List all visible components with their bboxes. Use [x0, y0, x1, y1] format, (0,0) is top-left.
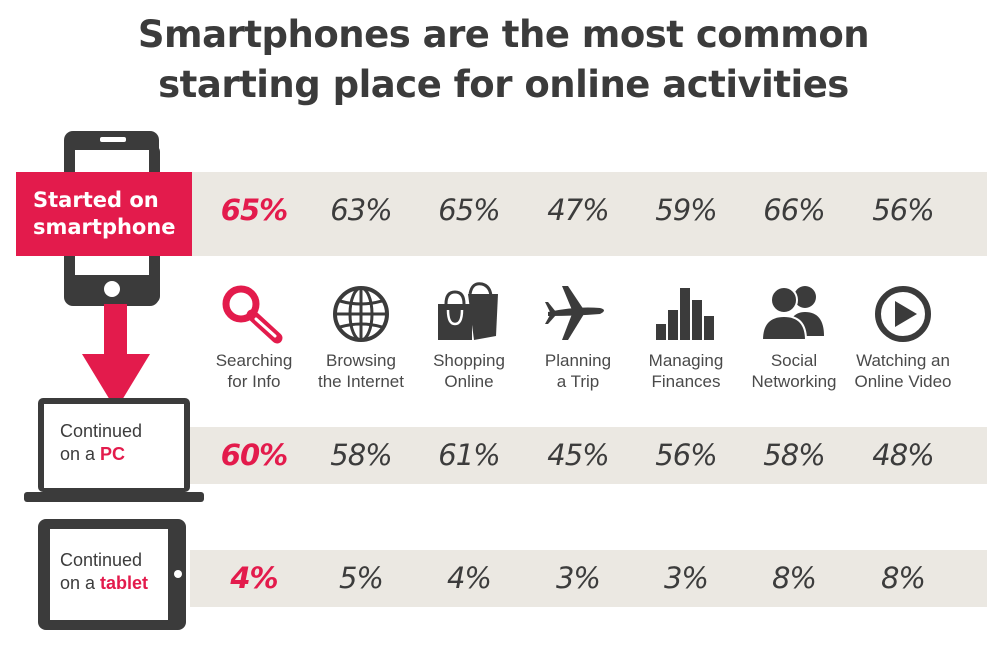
category-label: Social Networking: [729, 350, 859, 392]
people-icon: [760, 286, 824, 341]
value-cell: 4%: [230, 561, 278, 595]
value-cell: 58%: [763, 438, 825, 472]
value-cell: 45%: [547, 438, 609, 472]
value-cell: 65%: [438, 193, 500, 227]
category-label-line-1: Planning: [544, 351, 612, 370]
value-cell: 8%: [771, 561, 817, 595]
magnifier-icon: [222, 285, 283, 344]
category-label-line-2: Online Video: [854, 372, 952, 391]
value-cell: 56%: [872, 193, 934, 227]
category-label-line-2: the Internet: [317, 372, 404, 391]
category-label-line-2: Finances: [651, 372, 721, 391]
category-label: Managing Finances: [621, 350, 751, 392]
play-icon: [875, 286, 931, 342]
row-band-pc: [190, 427, 987, 484]
category-label-line-1: Watching an: [856, 351, 950, 370]
continued-on-pc-label: Continued on a PC: [60, 420, 142, 466]
category-label-line-1: Browsing: [326, 351, 396, 370]
value-cell: 3%: [663, 561, 709, 595]
value-cell: 5%: [338, 561, 384, 595]
smartphone-label-line-1: Started on: [33, 188, 159, 212]
value-cell: 66%: [763, 193, 825, 227]
down-arrow-icon: [82, 304, 150, 410]
tablet-label-line-2: on a tablet: [60, 573, 149, 593]
started-on-smartphone-label: Started on smartphone: [16, 172, 192, 256]
pc-label-line-2: on a PC: [60, 444, 126, 464]
category-label: Searching for Info: [189, 350, 319, 392]
category-label-line-1: Searching: [215, 351, 293, 370]
value-cell: 60%: [220, 438, 288, 472]
category-label: Browsing the Internet: [296, 350, 426, 392]
category-label: Planning a Trip: [513, 350, 643, 392]
bar-chart-icon: [656, 288, 714, 340]
row-band-tablet: [190, 550, 987, 607]
value-cell: 56%: [655, 438, 717, 472]
value-cell: 48%: [872, 438, 934, 472]
title-line-1: Smartphones are the most common: [137, 13, 870, 56]
category-label-line-2: Networking: [751, 372, 837, 391]
row-band-smartphone: [190, 172, 987, 256]
tablet-label-line-1: Continued: [60, 550, 143, 570]
value-cell: 4%: [446, 561, 492, 595]
value-cell: 47%: [547, 193, 609, 227]
laptop-icon: [24, 398, 204, 502]
globe-icon: [333, 286, 389, 342]
value-cell: 58%: [330, 438, 392, 472]
category-label: Shopping Online: [404, 350, 534, 392]
value-cell: 65%: [220, 193, 288, 227]
category-label-line-2: Online: [444, 372, 494, 391]
value-cell: 63%: [330, 193, 392, 227]
pc-label-line-1: Continued: [60, 421, 143, 441]
shopping-bag-icon: [438, 282, 498, 340]
value-cell: 59%: [655, 193, 717, 227]
category-label-line-1: Shopping: [433, 351, 505, 370]
value-cell: 61%: [438, 438, 500, 472]
smartphone-label-line-2: smartphone: [33, 215, 176, 239]
category-label-line-1: Managing: [648, 351, 724, 370]
continued-on-tablet-label: Continued on a tablet: [60, 549, 148, 595]
category-label-line-2: for Info: [227, 372, 281, 391]
category-label-line-2: a Trip: [556, 372, 600, 391]
category-label: Watching an Online Video: [838, 350, 968, 392]
title-line-2: starting place for online activities: [158, 63, 849, 106]
airplane-icon: [545, 286, 604, 340]
category-label-line-1: Social: [770, 351, 818, 370]
tablet-icon: [38, 519, 186, 630]
value-cell: 8%: [880, 561, 926, 595]
value-cell: 3%: [555, 561, 601, 595]
chart-title: Smartphones are the most common starting…: [0, 10, 1007, 110]
